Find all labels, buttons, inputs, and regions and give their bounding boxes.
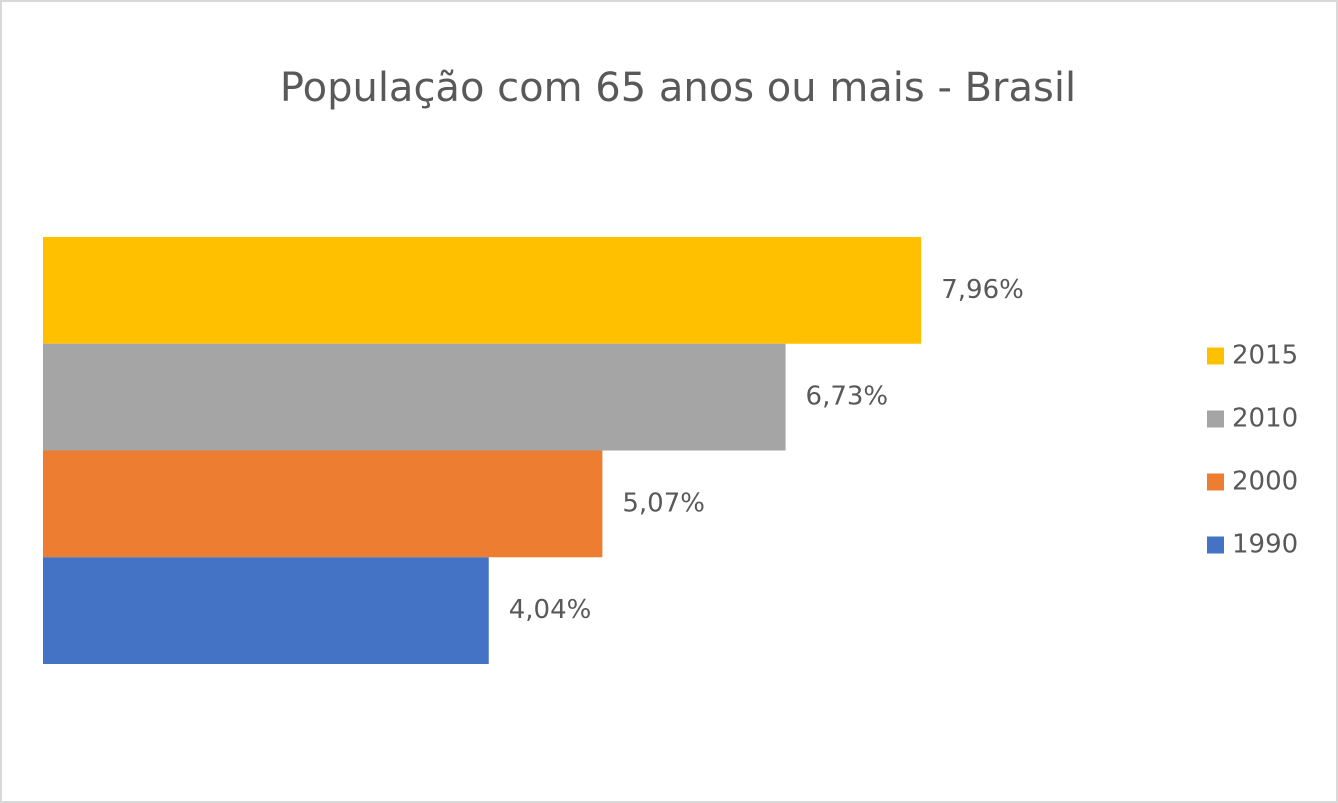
bar — [43, 343, 786, 451]
legend-swatch — [1207, 410, 1224, 428]
value-label: 5,07% — [622, 488, 705, 518]
value-label: 7,96% — [941, 275, 1024, 305]
legend-swatch — [1207, 536, 1224, 554]
bar — [43, 450, 603, 558]
legend-label: 2000 — [1232, 467, 1298, 497]
chart-title: População com 65 anos ou mais - Brasil — [280, 65, 1076, 111]
legend-label: 1990 — [1232, 530, 1298, 560]
legend-label: 2010 — [1232, 404, 1298, 434]
legend-swatch — [1207, 347, 1224, 365]
legend-swatch — [1207, 473, 1224, 491]
value-label: 4,04% — [509, 595, 592, 625]
bar — [43, 557, 489, 664]
legend-label: 2015 — [1232, 341, 1298, 371]
value-label: 6,73% — [806, 382, 889, 412]
bar — [43, 237, 922, 344]
